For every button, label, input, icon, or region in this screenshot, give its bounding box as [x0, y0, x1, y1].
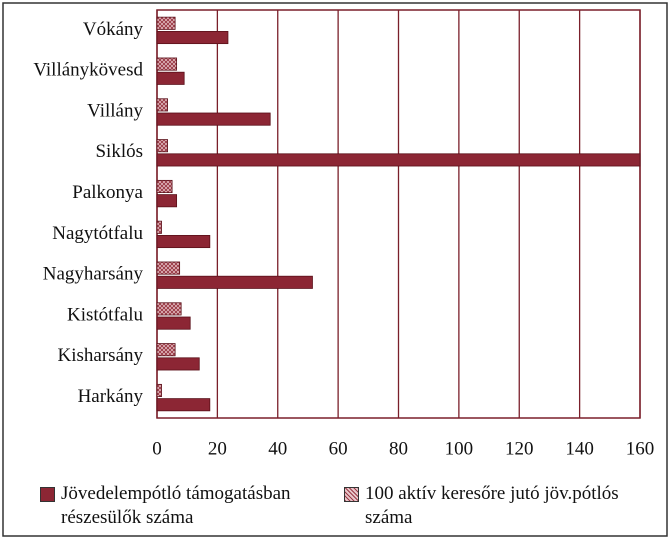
bar	[156, 316, 191, 330]
bar	[156, 153, 641, 167]
y-tick-label: Vókány	[83, 19, 144, 40]
y-tick-label: Villány	[87, 100, 143, 121]
y-tick-label: Nagyharsány	[43, 264, 144, 285]
plot-border	[156, 9, 641, 419]
bar	[156, 234, 211, 249]
y-tick-label: Villánykövesd	[33, 60, 143, 81]
x-tick-label: 60	[329, 438, 348, 459]
bar	[156, 302, 182, 316]
legend: Jövedelempótló támogatásban részesülők s…	[40, 482, 640, 530]
bar	[156, 71, 185, 85]
legend-swatch	[344, 487, 359, 502]
bar	[156, 261, 181, 275]
bar	[156, 343, 176, 357]
x-tick-label: 100	[445, 438, 474, 459]
legend-item: 100 aktív keresőre jutó jöv.pótlós száma	[344, 482, 634, 530]
y-tick-label: Harkány	[78, 386, 144, 407]
bar	[156, 383, 162, 397]
bar	[156, 57, 178, 71]
bar	[156, 275, 313, 289]
bar	[156, 220, 162, 234]
y-tick-label: Siklós	[95, 141, 143, 162]
bar	[156, 139, 168, 153]
legend-label: 100 aktív keresőre jutó jöv.pótlós száma	[365, 483, 619, 528]
bar	[156, 194, 178, 208]
legend-label: Jövedelempótló támogatásban részesülők s…	[61, 483, 291, 528]
y-tick-label: Kisharsány	[58, 345, 144, 366]
x-tick-label: 20	[208, 438, 227, 459]
bar	[156, 30, 229, 45]
x-tick-label: 160	[626, 438, 655, 459]
legend-item: Jövedelempótló támogatásban részesülők s…	[40, 482, 330, 530]
legend-swatch	[40, 487, 55, 502]
x-tick-label: 120	[505, 438, 534, 459]
y-tick-label: Nagytótfalu	[52, 223, 143, 244]
y-tick-label: Palkonya	[72, 182, 143, 203]
bar	[156, 179, 173, 194]
x-tick-label: 40	[268, 438, 287, 459]
bar	[156, 398, 211, 412]
x-tick-label: 0	[152, 438, 162, 459]
x-tick-label: 140	[565, 438, 594, 459]
bar	[156, 112, 271, 126]
y-tick-label: Kistótfalu	[67, 304, 143, 325]
bar	[156, 16, 176, 30]
bar	[156, 98, 168, 112]
x-tick-label: 80	[389, 438, 408, 459]
bar	[156, 357, 200, 371]
